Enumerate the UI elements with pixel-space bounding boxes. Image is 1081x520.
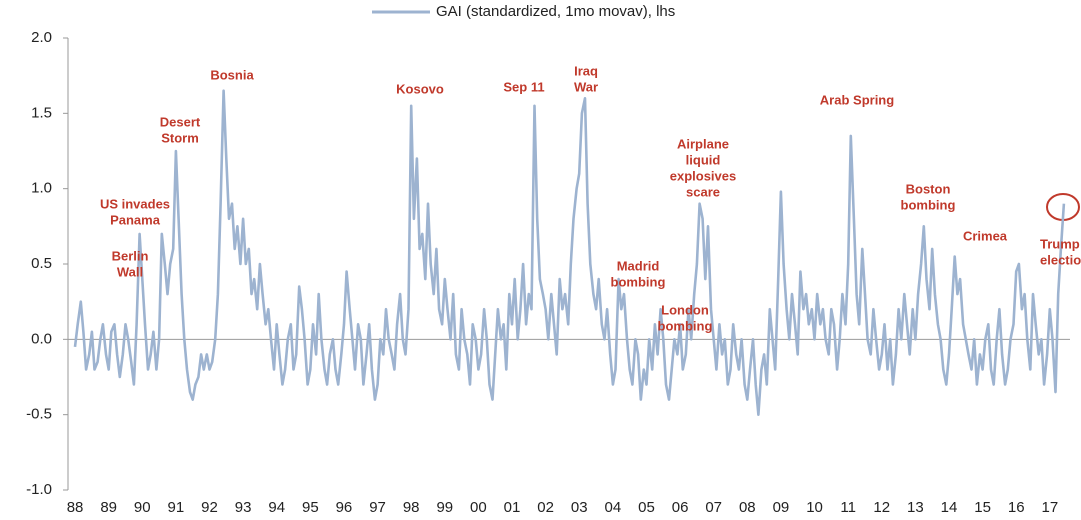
annotation: Sep 11 — [503, 79, 544, 94]
annotation: Storm — [161, 130, 199, 145]
x-tick-label: 90 — [134, 499, 151, 516]
annotation: bombing — [658, 318, 713, 333]
x-tick-label: 13 — [907, 499, 924, 516]
x-tick-label: 11 — [840, 499, 856, 516]
x-tick-label: 15 — [974, 499, 991, 516]
annotation: Berlin — [112, 248, 149, 263]
annotation: Arab Spring — [820, 92, 894, 107]
y-tick-label: 0.0 — [31, 330, 52, 347]
x-tick-label: 05 — [638, 499, 655, 516]
x-tick-label: 91 — [168, 499, 185, 516]
annotation: US invades — [100, 196, 170, 211]
annotation: Panama — [110, 212, 161, 227]
annotation: Trump — [1040, 236, 1080, 251]
annotation: Bosnia — [210, 67, 254, 82]
x-tick-label: 94 — [268, 499, 285, 516]
x-tick-label: 14 — [941, 499, 958, 516]
annotation: Airplane — [677, 136, 729, 151]
x-tick-label: 07 — [705, 499, 722, 516]
x-tick-label: 99 — [436, 499, 453, 516]
annotation: bombing — [611, 274, 666, 289]
x-tick-label: 04 — [605, 499, 622, 516]
annotation: Iraq — [574, 63, 598, 78]
x-tick-label: 08 — [739, 499, 756, 516]
legend-label: GAI (standardized, 1mo movav), lhs — [436, 3, 675, 20]
y-tick-label: 1.5 — [31, 104, 52, 121]
x-tick-label: 96 — [336, 499, 353, 516]
annotation: explosives — [670, 168, 737, 183]
x-tick-label: 98 — [403, 499, 420, 516]
annotation: War — [574, 79, 598, 94]
annotation: liquid — [686, 152, 721, 167]
x-tick-label: 02 — [537, 499, 554, 516]
annotation: scare — [686, 184, 720, 199]
x-tick-label: 00 — [470, 499, 487, 516]
annotation: Desert — [160, 114, 201, 129]
annotation: Crimea — [963, 228, 1008, 243]
x-tick-label: 10 — [806, 499, 823, 516]
y-tick-label: 0.5 — [31, 255, 52, 272]
annotation: Madrid — [617, 258, 660, 273]
data-line — [73, 89, 1066, 416]
y-tick-label: 1.0 — [31, 180, 52, 197]
x-tick-label: 16 — [1008, 499, 1025, 516]
x-tick-label: 01 — [504, 499, 521, 516]
annotation: Boston — [906, 181, 951, 196]
x-tick-label: 89 — [100, 499, 117, 516]
annotation: Kosovo — [396, 81, 444, 96]
y-tick-label: -0.5 — [26, 406, 52, 423]
x-tick-label: 95 — [302, 499, 319, 516]
x-tick-label: 93 — [235, 499, 252, 516]
annotation: London — [661, 302, 709, 317]
annotation: election — [1040, 252, 1081, 267]
annotation: Wall — [117, 264, 143, 279]
y-tick-label: -1.0 — [26, 481, 52, 498]
x-tick-label: 17 — [1041, 499, 1058, 516]
x-tick-label: 92 — [201, 499, 218, 516]
x-tick-label: 97 — [369, 499, 386, 516]
annotation: bombing — [901, 197, 956, 212]
x-tick-label: 12 — [873, 499, 890, 516]
y-tick-label: 2.0 — [31, 29, 52, 46]
x-tick-label: 03 — [571, 499, 588, 516]
x-tick-label: 88 — [67, 499, 84, 516]
x-tick-label: 09 — [773, 499, 790, 516]
x-tick-label: 06 — [672, 499, 689, 516]
